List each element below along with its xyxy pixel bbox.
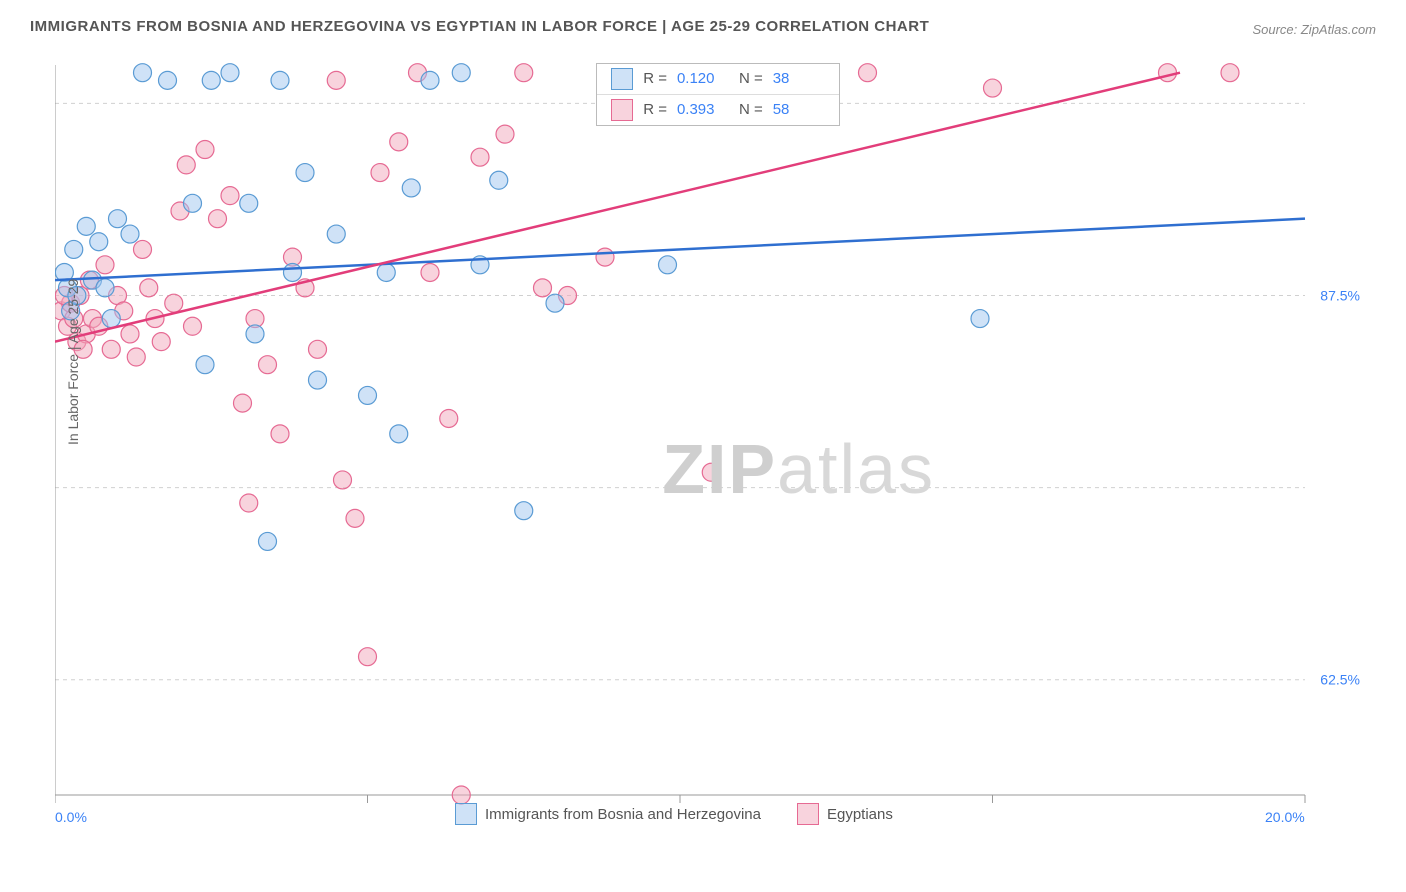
series-legend: Immigrants from Bosnia and Herzegovina Eg… [455,803,893,825]
series-name: Egyptians [827,806,893,823]
legend-r-value: 0.120 [677,70,729,87]
x-axis-min-label: 0.0% [55,809,87,825]
legend-r-label: R = [643,70,667,87]
chart-title: IMMIGRANTS FROM BOSNIA AND HERZEGOVINA V… [30,18,929,35]
legend-swatch [611,99,633,121]
source-label: Source: ZipAtlas.com [1252,22,1376,37]
svg-text:87.5%: 87.5% [1320,288,1360,304]
legend-n-label: N = [739,70,763,87]
legend-n-value: 38 [773,70,825,87]
legend-r-label: R = [643,101,667,118]
y-axis-label: In Labor Force | Age 25-29 [65,279,81,445]
legend-row: R = 0.393 N = 58 [597,94,839,125]
legend-r-value: 0.393 [677,101,729,118]
legend-swatch [611,68,633,90]
correlation-legend: R = 0.120 N = 38 R = 0.393 N = 58 [596,63,840,126]
x-axis-max-label: 20.0% [1265,809,1305,825]
series-legend-item: Egyptians [797,803,893,825]
series-name: Immigrants from Bosnia and Herzegovina [485,806,761,823]
legend-swatch [455,803,477,825]
scatter-chart: 62.5% 87.5% [55,55,1375,835]
svg-text:62.5%: 62.5% [1320,672,1360,688]
plot-area: In Labor Force | Age 25-29 62.5%87.5% ZI… [55,55,1375,835]
legend-swatch [797,803,819,825]
series-legend-item: Immigrants from Bosnia and Herzegovina [455,803,761,825]
legend-n-value: 58 [773,101,825,118]
legend-n-label: N = [739,101,763,118]
legend-row: R = 0.120 N = 38 [597,64,839,94]
